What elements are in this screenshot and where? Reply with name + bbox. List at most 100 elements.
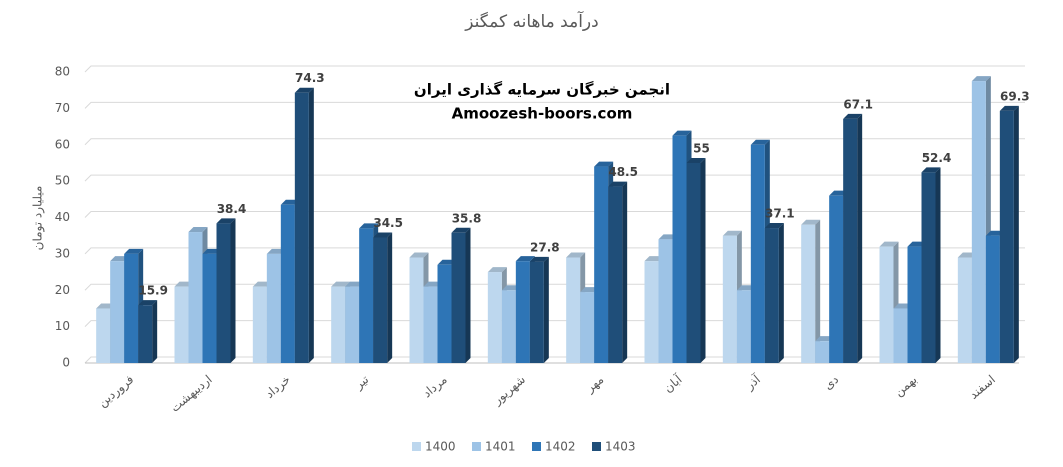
bar-top	[138, 300, 158, 306]
bar-side	[857, 113, 863, 363]
bar-top	[594, 161, 614, 167]
bar-top	[331, 281, 351, 287]
bar-top	[999, 105, 1019, 111]
bar-top	[529, 256, 549, 262]
legend-swatch	[532, 442, 541, 451]
bar	[736, 290, 751, 363]
bar-top	[801, 219, 821, 225]
data-label: 15.9	[138, 284, 168, 298]
y-axis-label: میلیارد تومان	[31, 186, 46, 251]
bar	[672, 135, 687, 363]
chart-title: درآمد ماهانه کمگنز	[464, 10, 598, 32]
grid-line	[84, 356, 1025, 364]
bar	[138, 305, 153, 363]
bar-side	[230, 218, 236, 363]
bar-top	[515, 256, 535, 262]
bar-side	[152, 300, 158, 363]
grid-line	[84, 65, 1025, 73]
data-label: 27.8	[530, 240, 560, 254]
bar	[722, 235, 737, 363]
bar-top	[373, 232, 393, 238]
bar-top	[971, 76, 991, 82]
bar-top	[188, 227, 208, 233]
bar	[487, 272, 502, 363]
bar-top	[879, 241, 899, 247]
bar-side	[935, 167, 941, 363]
bar-top	[409, 252, 429, 258]
x-tick-label: آبان	[660, 371, 685, 395]
bar-side	[1013, 105, 1019, 363]
bar	[96, 308, 111, 363]
bar	[971, 81, 986, 363]
y-tick-label: 80	[55, 65, 70, 79]
y-tick-label: 50	[55, 174, 70, 188]
bar	[423, 286, 438, 363]
data-label: 35.8	[452, 211, 482, 225]
bar	[202, 253, 217, 363]
bar-side	[622, 181, 628, 363]
bar-top	[124, 248, 144, 254]
legend-swatch	[472, 442, 481, 451]
data-label: 74.3	[295, 71, 325, 85]
grid-line	[84, 247, 1025, 255]
bar-top	[487, 267, 507, 273]
bar	[124, 253, 139, 363]
bar	[266, 253, 281, 363]
grid-line	[84, 138, 1025, 146]
y-tick-label: 0	[62, 356, 70, 370]
data-label: 34.5	[373, 216, 403, 230]
bar	[608, 186, 623, 363]
bar	[216, 223, 231, 363]
bar-top	[359, 223, 379, 229]
bar	[566, 257, 581, 363]
bar-side	[465, 227, 471, 363]
bar	[686, 162, 701, 363]
x-tick-label: بهمن	[892, 372, 921, 400]
bar	[843, 118, 858, 363]
bar-side	[543, 256, 549, 363]
bar-top	[686, 157, 706, 163]
bar	[907, 246, 922, 363]
bar	[345, 286, 360, 363]
legend-swatch	[592, 442, 601, 451]
bar	[174, 286, 189, 363]
grid-line	[84, 101, 1025, 109]
bar-top	[764, 223, 784, 229]
bar	[921, 172, 936, 363]
bar	[801, 224, 816, 363]
bar	[644, 261, 659, 363]
x-tick-label: شهریور	[489, 372, 528, 408]
x-tick-label: آذر	[742, 371, 765, 394]
bar	[529, 261, 544, 363]
bar-side	[778, 223, 784, 363]
legend-label: 1401	[485, 440, 516, 454]
data-label: 69.3	[1000, 89, 1030, 103]
bar	[331, 286, 346, 363]
data-label: 37.1	[765, 207, 795, 221]
bar	[764, 228, 779, 363]
data-label: 38.4	[217, 202, 247, 216]
bar	[879, 246, 894, 363]
bar	[999, 110, 1014, 363]
y-tick-label: 10	[55, 319, 70, 333]
bar-top	[843, 113, 863, 119]
bar	[359, 228, 374, 363]
legend-label: 1402	[545, 440, 576, 454]
grid-line	[84, 174, 1025, 182]
y-tick-label: 60	[55, 137, 70, 151]
bar	[580, 292, 595, 363]
y-tick-label: 70	[55, 101, 70, 115]
y-tick-label: 20	[55, 283, 70, 297]
bar	[110, 261, 125, 363]
bar	[815, 341, 830, 363]
y-tick-label: 30	[55, 246, 70, 260]
bar-side	[387, 232, 393, 363]
bar-side	[815, 219, 821, 363]
data-label: 48.5	[608, 165, 638, 179]
data-label: 67.1	[843, 97, 873, 111]
grid-line	[84, 211, 1025, 218]
bar	[829, 195, 844, 363]
bar	[515, 261, 530, 363]
bar-top	[750, 139, 770, 145]
x-tick-label: مهر	[582, 372, 607, 396]
